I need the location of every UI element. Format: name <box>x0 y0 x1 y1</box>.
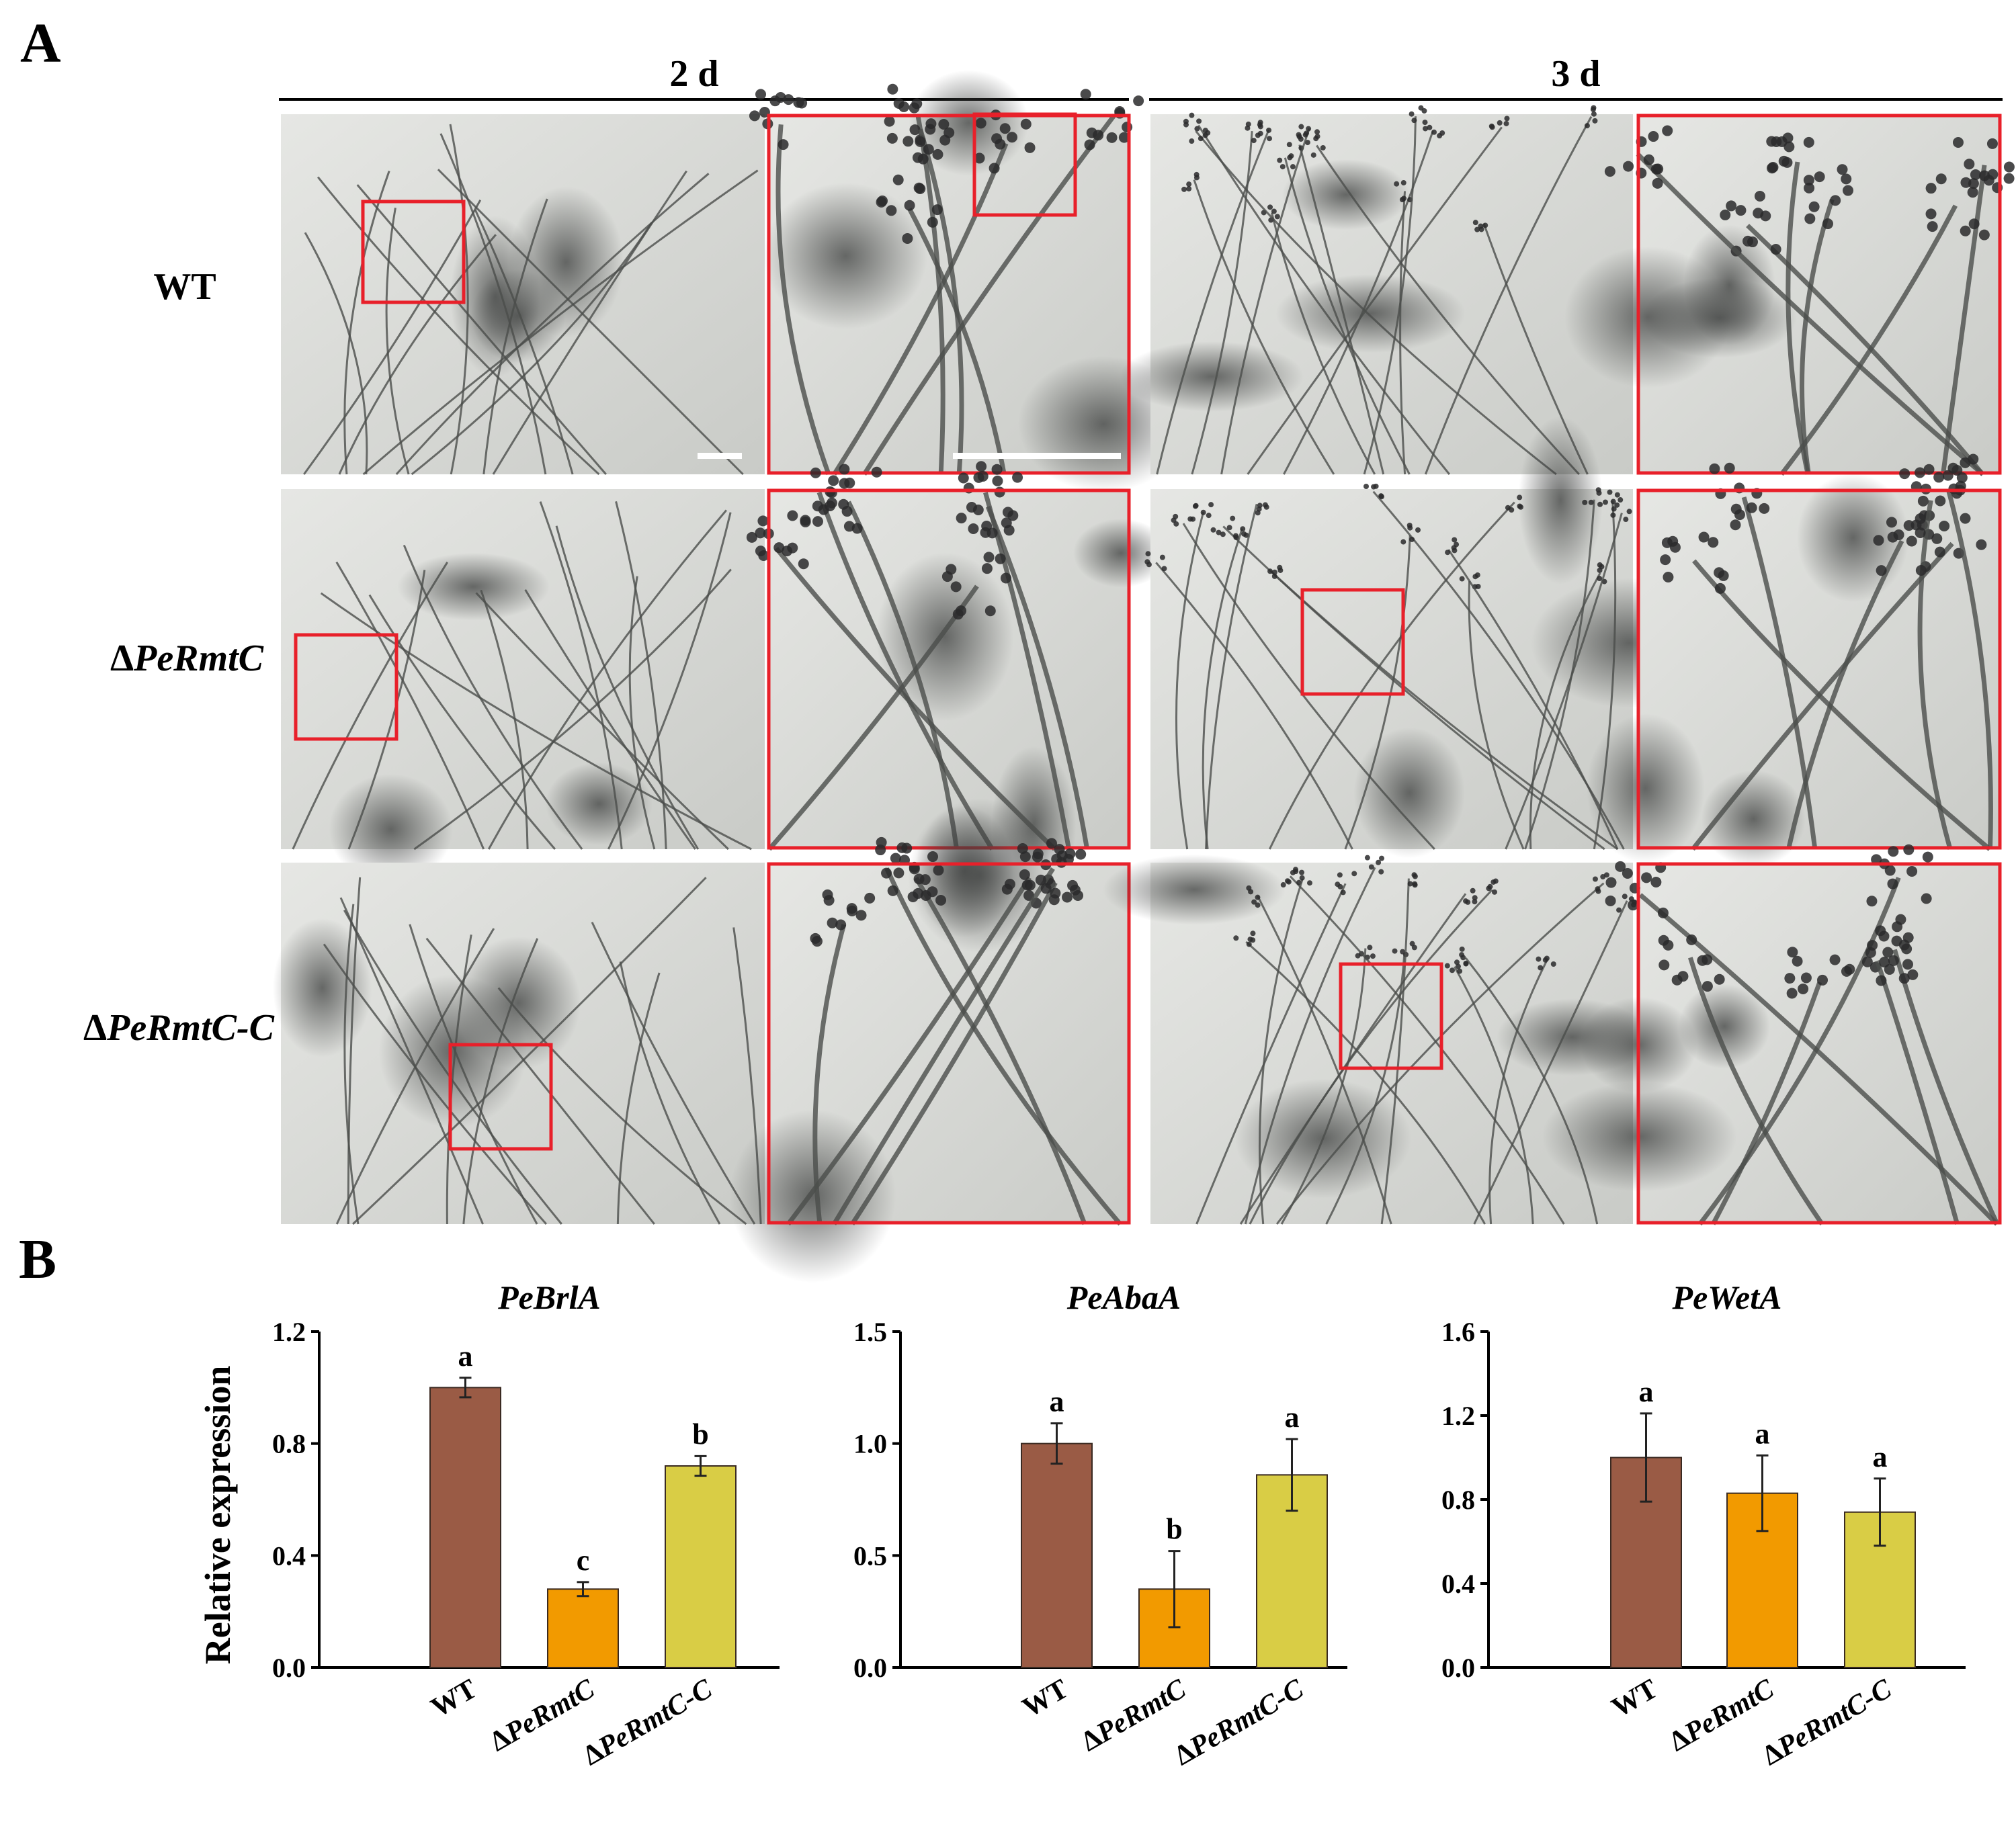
zoom-region-box <box>448 1043 553 1151</box>
bar-charts: PeBrlA0.00.40.81.2aWTcΔPeRmtCbΔPeRmtC-CP… <box>272 1278 1966 1772</box>
significance-letter: b <box>692 1418 708 1450</box>
significance-letter: a <box>1285 1401 1300 1434</box>
inset-frame <box>1636 488 2002 850</box>
micrograph-wt-2d-inset <box>749 70 1189 492</box>
x-tick-label: WT <box>426 1674 482 1724</box>
column-header-2d: 2 d <box>669 53 718 95</box>
y-tick-label: 0.8 <box>1441 1485 1475 1515</box>
bar <box>665 1465 737 1668</box>
micrograph-complemented-3d-overview <box>1103 854 1648 1225</box>
x-tick-label: ΔPeRmtC-C <box>1169 1673 1309 1772</box>
y-tick-label: 0.0 <box>272 1653 306 1683</box>
micrograph-deletion-3d-inset <box>1586 453 2002 868</box>
zoom-region-box <box>972 112 1077 217</box>
zoom-region-box <box>1300 588 1405 696</box>
chart-title: PeAbaA <box>1066 1278 1181 1316</box>
chart-title: PeWetA <box>1672 1278 1782 1316</box>
panel-b-letter: B <box>19 1228 56 1291</box>
row-label-wt: WT <box>153 266 216 308</box>
significance-letter: a <box>1050 1385 1064 1418</box>
chart-title: PeBrlA <box>497 1278 601 1316</box>
row-label-deletion: ΔPeRmtC <box>110 638 264 679</box>
significance-letter: a <box>458 1340 473 1373</box>
inset-frame <box>1636 114 2002 475</box>
y-tick-label: 0.4 <box>272 1541 306 1571</box>
inset-frame <box>1636 862 2002 1225</box>
y-axis-label: Relative expression <box>198 1366 238 1664</box>
bar <box>547 1588 619 1668</box>
x-tick-label: WT <box>1607 1674 1663 1724</box>
bar <box>1021 1442 1093 1669</box>
row-label-complemented: ΔPeRmtC-C <box>83 1007 275 1049</box>
y-tick-label: 1.2 <box>1441 1401 1475 1431</box>
significance-letter: a <box>1639 1375 1654 1408</box>
micrograph-deletion-3d-overview <box>1144 416 1727 859</box>
y-tick-label: 0.8 <box>272 1429 306 1459</box>
micrograph-grid <box>272 70 2015 1283</box>
micrograph-deletion-2d-overview <box>281 489 765 885</box>
panel-b: B Relative expression PeBrlA 0.0 0.4 0.8 1.2… <box>19 1228 1966 1772</box>
y-tick-label: 1.5 <box>853 1317 887 1347</box>
scale-bar-inset <box>953 453 1121 459</box>
y-tick-label: 0.0 <box>853 1653 887 1683</box>
bar <box>429 1387 501 1668</box>
zoom-region-box <box>361 200 466 304</box>
micrograph-wt-3d-inset <box>1564 114 2015 476</box>
significance-letter: b <box>1166 1513 1182 1546</box>
x-tick-label: ΔPeRmtC-C <box>1757 1673 1897 1772</box>
significance-letter: a <box>1755 1417 1770 1450</box>
y-tick-label: 0.0 <box>1441 1653 1475 1683</box>
micrograph-complemented-3d-inset <box>1542 844 2002 1226</box>
panel-a: A 2 d 3 d WT ΔPeRmtC ΔPeRmtC-C <box>20 12 2015 1283</box>
panel-a-letter: A <box>20 12 61 75</box>
y-tick-label: 1.2 <box>272 1317 306 1347</box>
significance-letter: a <box>1873 1440 1888 1473</box>
y-tick-label: 1.0 <box>853 1429 887 1459</box>
micrograph-wt-2d-overview <box>281 114 765 476</box>
zoom-region-box <box>1339 962 1443 1070</box>
zoom-region-box <box>294 633 398 741</box>
inset-frame <box>767 114 1131 475</box>
y-tick-label: 0.4 <box>1441 1569 1475 1599</box>
significance-letter: c <box>577 1544 590 1577</box>
x-tick-label: ΔPeRmtC-C <box>578 1673 718 1772</box>
y-tick-label: 1.6 <box>1441 1317 1475 1347</box>
y-tick-label: 0.5 <box>853 1541 887 1571</box>
micrograph-complemented-2d-inset <box>729 798 1131 1283</box>
inset-frame <box>767 862 1131 1225</box>
chart-peweta: PeWetA0.00.40.81.21.6aWTaΔPeRmtCaΔPeRmtC… <box>1441 1278 1966 1772</box>
x-tick-label: WT <box>1017 1674 1074 1724</box>
micrograph-wt-3d-overview <box>1120 105 1633 476</box>
scale-bar <box>698 453 742 459</box>
column-header-3d: 3 d <box>1551 53 1600 95</box>
